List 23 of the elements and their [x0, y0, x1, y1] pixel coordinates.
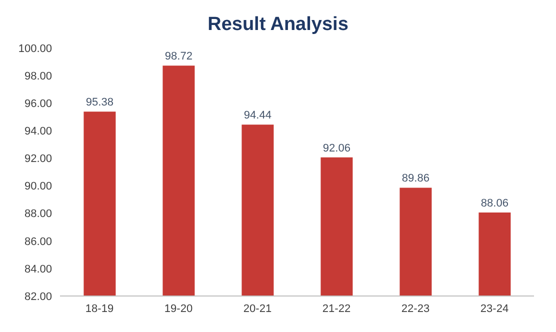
data-label: 98.72	[164, 50, 192, 63]
data-label: 92.06	[322, 142, 350, 154]
data-label: 95.38	[86, 96, 114, 109]
x-tick-label: 22-23	[401, 302, 430, 315]
y-tick-label: 96.00	[24, 98, 52, 110]
x-tick-label: 23-24	[480, 302, 509, 315]
data-label: 94.44	[244, 110, 272, 122]
y-tick-label: 100.00	[18, 42, 52, 55]
x-tick-label: 19-20	[164, 302, 193, 315]
x-tick-label: 20-21	[243, 302, 272, 315]
y-tick-label: 92.00	[24, 153, 52, 166]
y-tick-label: 88.00	[24, 208, 52, 220]
chart-title: Result Analysis	[206, 13, 350, 37]
x-tick-label: 21-22	[322, 302, 351, 315]
y-tick-label: 86.00	[24, 236, 52, 248]
y-tick-label: 82.00	[24, 290, 52, 303]
y-tick-label: 94.00	[24, 126, 52, 138]
y-tick-label: 98.00	[24, 70, 52, 82]
data-label: 88.06	[480, 198, 508, 210]
y-tick-label: 84.00	[24, 263, 52, 276]
y-tick-label: 90.00	[24, 180, 52, 193]
x-tick-label: 18-19	[85, 302, 114, 315]
data-label: 89.86	[402, 172, 430, 185]
